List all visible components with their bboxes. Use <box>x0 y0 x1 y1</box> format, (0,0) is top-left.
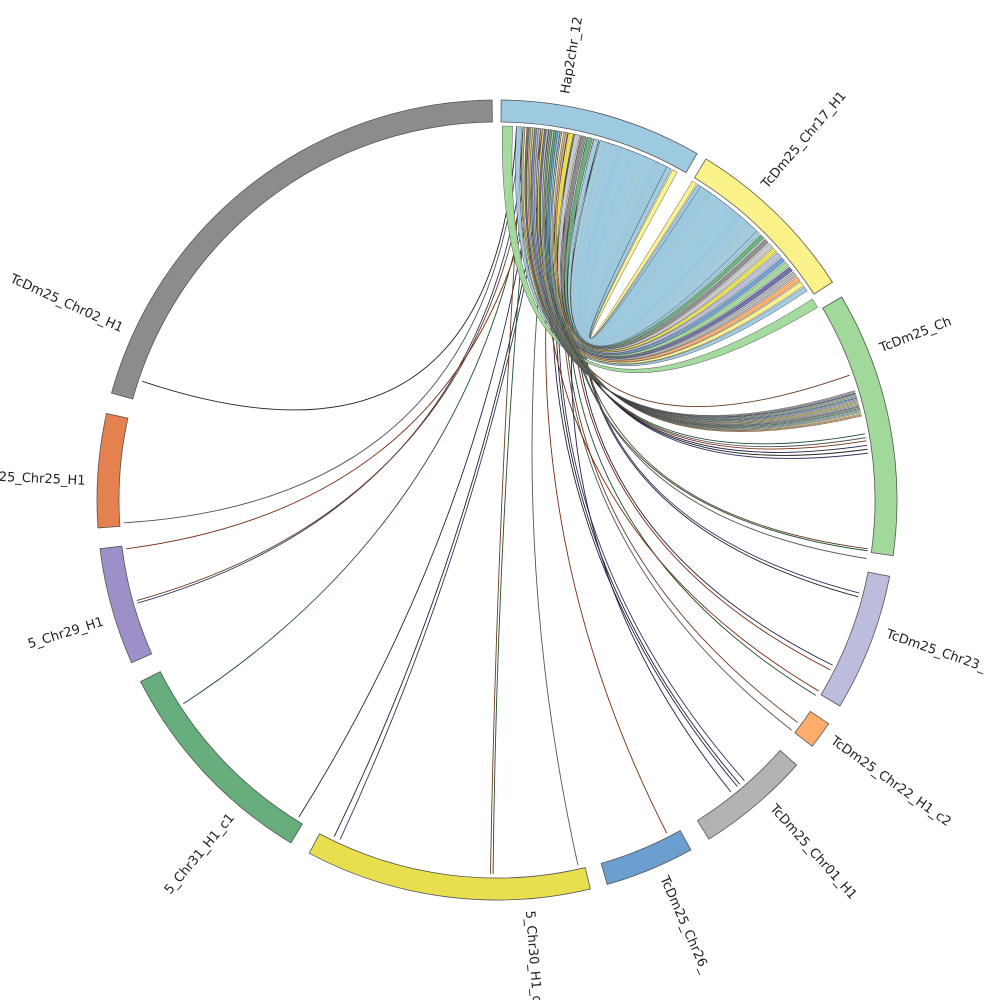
synteny-ribbon-26 <box>590 169 697 339</box>
synteny-ribbon-38 <box>551 131 862 431</box>
chromosome-segment-chr31 <box>140 671 303 844</box>
synteny-link-7 <box>333 129 550 837</box>
chromosome-segment-chr17 <box>693 158 834 295</box>
chromosome-label-chr02: TcDm25_Chr02_H1 <box>7 271 125 336</box>
synteny-link-2 <box>136 127 532 602</box>
chromosome-segment-chr30 <box>308 833 591 901</box>
synteny-ribbon-39 <box>554 132 862 432</box>
synteny-link-10 <box>492 127 534 874</box>
chromosome-label-chr01: TcDm25_Chr01_H1 <box>766 801 860 903</box>
synteny-ribbon-25 <box>589 166 703 339</box>
synteny-ribbon-36 <box>546 130 861 428</box>
synteny-ribbon-28 <box>521 126 856 417</box>
chromosome-labels: Hap2chr_12 TcDm25_Chr17_H1 TcDm25_Ch TcDm25… <box>0 16 988 1000</box>
chromosome-segment-chr29 <box>99 545 153 664</box>
synteny-ribbon-27 <box>570 140 758 347</box>
synteny-ribbon-34 <box>540 129 860 425</box>
chromosome-label-chr26: TcDm25_Chr26_ <box>656 873 712 976</box>
chromosome-segment-chrX <box>822 296 898 557</box>
chromosome-label-chr23: TcDm25_Chr23_ <box>883 627 988 676</box>
chromosome-label-chr31: 5_Chr31_H1_c1 <box>162 811 238 898</box>
chromosome-label-chr17: TcDm25_Chr17_H1 <box>758 89 850 193</box>
synteny-ribbon-12 <box>564 136 765 349</box>
ribbons-layer <box>502 125 862 432</box>
synteny-link-5 <box>126 128 544 550</box>
synteny-link-1 <box>137 127 527 604</box>
synteny-ribbon-37 <box>549 130 861 429</box>
chromosome-label-chr22: TcDm25_Chr22_H1_c2 <box>827 733 954 830</box>
synteny-ribbon-29 <box>524 126 856 418</box>
synteny-ribbon-35 <box>543 129 860 427</box>
chromosome-segment-chr01 <box>696 749 798 840</box>
synteny-link-0 <box>142 126 518 411</box>
chromosome-segment-hap2chr12 <box>500 99 698 174</box>
chromosome-label-chr25: TcDm25_Chr25_H1 <box>0 468 86 489</box>
chromosome-ring <box>96 99 898 901</box>
chromosome-segment-chr22 <box>794 710 830 747</box>
chromosome-label-chrX: TcDm25_Ch <box>877 314 954 356</box>
chromosome-segment-chr26 <box>600 830 692 885</box>
chromosome-segment-chr25 <box>96 412 129 529</box>
synteny-ribbon-11 <box>561 135 769 350</box>
synteny-ribbon-0 <box>502 125 818 373</box>
synteny-ribbon-33 <box>537 128 859 424</box>
chromosome-label-chr30: 5_Chr30_H1_c1 <box>522 910 545 1000</box>
chromosome-label-hap2chr12: Hap2chr_12 <box>558 16 586 95</box>
synteny-ribbon-32 <box>534 128 858 422</box>
synteny-ribbon-10 <box>557 133 773 351</box>
synteny-ribbon-31 <box>531 127 858 421</box>
chromosome-label-chr29: 5_Chr29_H1 <box>26 615 105 653</box>
chromosome-segment-chr23 <box>820 571 891 707</box>
synteny-link-4 <box>123 126 521 524</box>
chromosome-segment-chr02 <box>111 99 493 400</box>
synteny-ribbon-30 <box>527 127 857 419</box>
